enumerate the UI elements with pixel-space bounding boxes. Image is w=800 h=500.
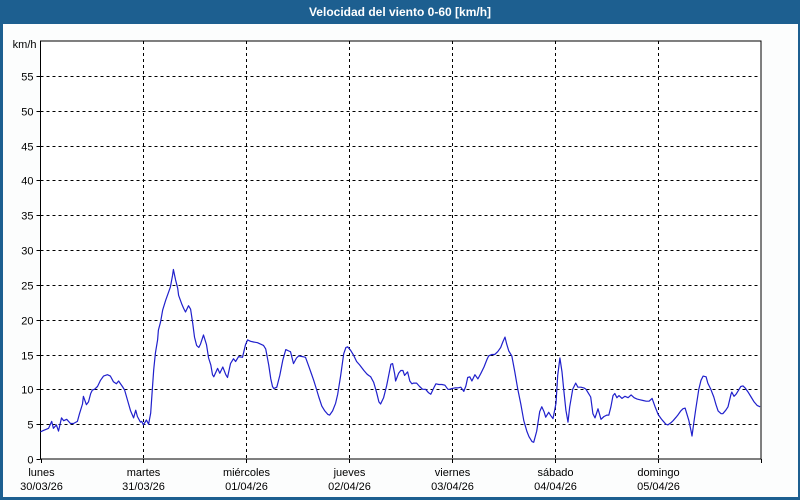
x-axis-date-label: 03/04/26 (431, 481, 474, 493)
x-axis-day-label: viernes (435, 467, 471, 479)
y-axis-label: 30 (21, 246, 33, 258)
x-axis-day-label: jueves (333, 467, 366, 479)
x-axis-date-label: 31/03/26 (122, 481, 165, 493)
x-axis-day-label: lunes (28, 467, 55, 479)
y-axis-label: 10 (21, 385, 33, 397)
x-axis-day-label: martes (127, 467, 161, 479)
x-axis-day-label: sábado (537, 467, 573, 479)
y-axis-label: 45 (21, 142, 33, 154)
x-axis-date-label: 30/03/26 (20, 481, 63, 493)
x-axis-date-label: 01/04/26 (225, 481, 268, 493)
chart-title: Velocidad del viento 0-60 [km/h] (309, 5, 491, 19)
x-axis-date-label: 04/04/26 (534, 481, 577, 493)
x-axis-date-label: 02/04/26 (328, 481, 371, 493)
y-axis-label: 35 (21, 211, 33, 223)
y-axis-label: 25 (21, 281, 33, 293)
y-axis-label: 40 (21, 176, 33, 188)
border-left (0, 0, 3, 500)
y-axis-label: 50 (21, 107, 33, 119)
wind-speed-widget: Velocidad del viento 0-60 [km/h] 0 5 10 15 2… (0, 0, 800, 500)
y-axis-unit-label: km/h (13, 39, 37, 51)
x-axis-day-label: domingo (637, 467, 679, 479)
x-axis-day-label: miércoles (223, 467, 271, 479)
y-axis-label: 15 (21, 351, 33, 363)
y-axis-label: 0 (27, 455, 33, 467)
wind-chart: 0 5 10 15 20 25 30 35 40 45 50 55 km/h lunes 30/03/26 m… (0, 0, 800, 500)
x-axis-date-label: 05/04/26 (637, 481, 680, 493)
y-axis-label: 5 (27, 420, 33, 432)
y-axis-label: 20 (21, 316, 33, 328)
title-bar: Velocidad del viento 0-60 [km/h] (0, 0, 800, 24)
y-axis-label: 55 (21, 72, 33, 84)
